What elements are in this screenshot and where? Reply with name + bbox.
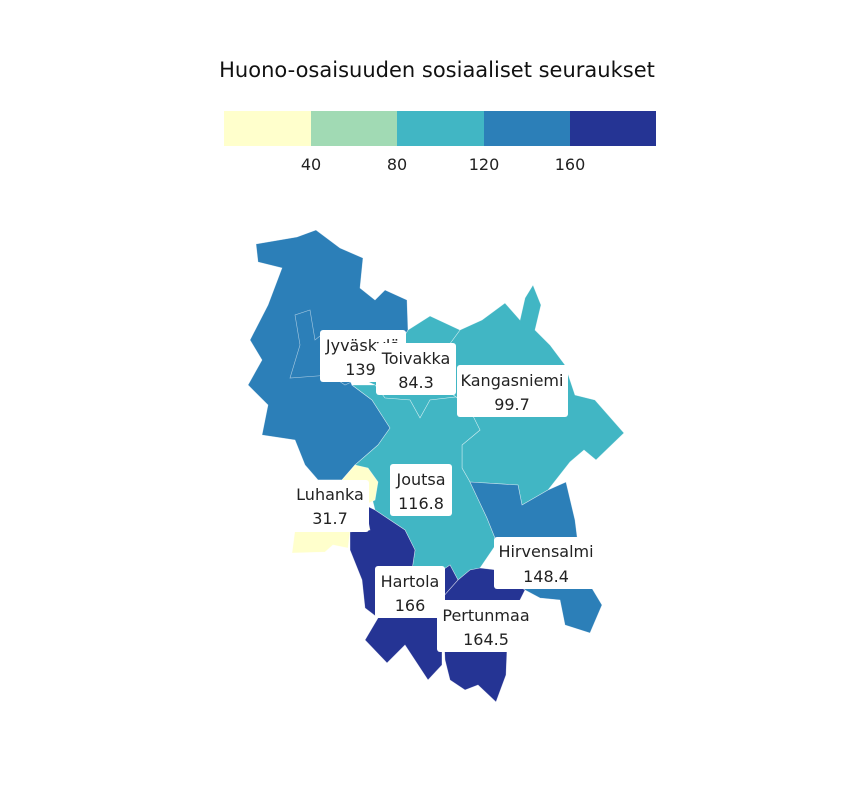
label-joutsa: Joutsa 116.8 [390,464,452,516]
label-name-luhanka: Luhanka [296,485,364,504]
label-value-hirvensalmi: 148.4 [523,567,569,586]
label-name-kangasniemi: Kangasniemi [461,371,564,390]
label-kangasniemi: Kangasniemi 99.7 [457,365,568,417]
label-luhanka: Luhanka 31.7 [292,480,369,532]
legend-swatch-3 [397,111,484,146]
label-pertunmaa: Pertunmaa 164.5 [437,600,534,652]
legend-swatch-4 [484,111,570,146]
label-name-joutsa: Joutsa [395,470,445,489]
legend-swatch-2 [311,111,397,146]
label-name-hirvensalmi: Hirvensalmi [498,542,593,561]
label-value-jyvaskyla: 139. [345,360,381,379]
label-name-hartola: Hartola [381,572,440,591]
label-value-kangasniemi: 99.7 [494,395,530,414]
label-value-joutsa: 116.8 [398,494,444,513]
label-box-hartola [375,566,445,618]
label-name-pertunmaa: Pertunmaa [442,606,529,625]
color-legend: 40 80 120 160 [224,111,656,174]
legend-swatch-5 [570,111,656,146]
legend-swatch-1 [224,111,311,146]
region-labels: Jyväskylä 139. Toivakka 84.3 Kangasniemi… [292,330,598,652]
label-hirvensalmi: Hirvensalmi 148.4 [494,537,598,589]
label-value-toivakka: 84.3 [398,373,434,392]
label-name-toivakka: Toivakka [381,349,451,368]
label-box-luhanka [292,480,369,532]
label-box-hirvensalmi [494,537,598,589]
label-box-toivakka [376,343,456,395]
legend-tick-160: 160 [555,155,586,174]
map-title: Huono-osaisuuden sosiaaliset seuraukset [219,58,655,82]
label-box-joutsa [390,464,452,516]
legend-tick-120: 120 [469,155,500,174]
label-box-kangasniemi [457,365,568,417]
label-box-pertunmaa [437,600,534,652]
legend-tick-80: 80 [387,155,407,174]
label-toivakka: Toivakka 84.3 [376,343,456,395]
label-value-luhanka: 31.7 [312,509,348,528]
label-value-pertunmaa: 164.5 [463,630,509,649]
label-hartola: Hartola 166 [375,566,445,618]
legend-tick-40: 40 [301,155,321,174]
label-value-hartola: 166 [395,596,426,615]
